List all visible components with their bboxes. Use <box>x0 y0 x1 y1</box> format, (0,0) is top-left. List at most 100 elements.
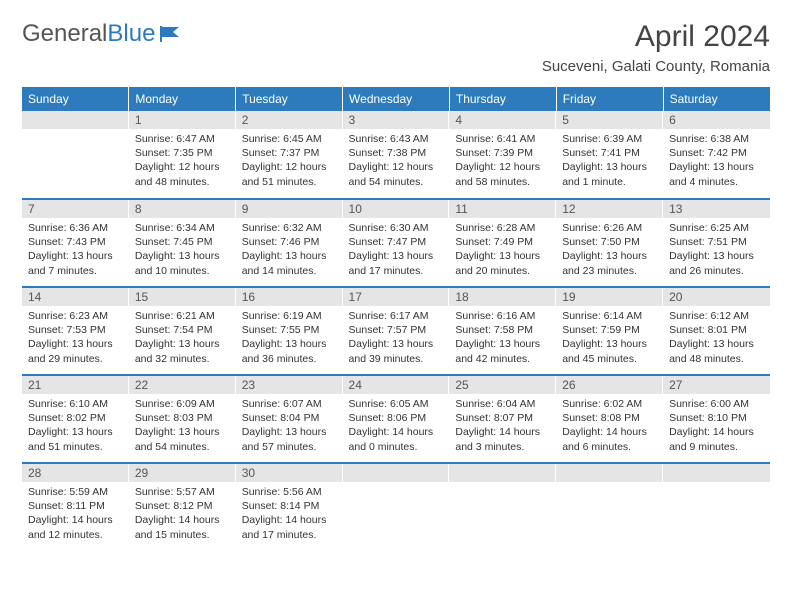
day-number: 16 <box>236 288 343 306</box>
day-line: Sunrise: 6:36 AM <box>28 221 123 235</box>
brand-word2: Blue <box>107 20 155 48</box>
day-body: Sunrise: 6:25 AMSunset: 7:51 PMDaylight:… <box>663 218 770 282</box>
day-number: 21 <box>22 376 129 394</box>
day-body <box>343 482 450 489</box>
day-line: and 54 minutes. <box>135 440 230 454</box>
day-number: 8 <box>129 200 236 218</box>
day-line: Sunset: 7:35 PM <box>135 146 230 160</box>
calendar-cell: 8Sunrise: 6:34 AMSunset: 7:45 PMDaylight… <box>129 199 236 287</box>
day-number <box>556 464 663 482</box>
day-line: Daylight: 13 hours <box>135 337 230 351</box>
day-number: 6 <box>663 111 770 129</box>
day-body: Sunrise: 6:02 AMSunset: 8:08 PMDaylight:… <box>556 394 663 458</box>
day-line: Sunrise: 6:43 AM <box>349 132 444 146</box>
calendar-cell <box>663 463 770 551</box>
day-line: Sunrise: 6:14 AM <box>562 309 657 323</box>
day-line: Daylight: 13 hours <box>669 249 764 263</box>
calendar-cell: 19Sunrise: 6:14 AMSunset: 7:59 PMDayligh… <box>556 287 663 375</box>
day-body: Sunrise: 6:39 AMSunset: 7:41 PMDaylight:… <box>556 129 663 193</box>
day-number: 26 <box>556 376 663 394</box>
calendar-cell: 17Sunrise: 6:17 AMSunset: 7:57 PMDayligh… <box>343 287 450 375</box>
day-number: 20 <box>663 288 770 306</box>
day-line: and 4 minutes. <box>669 175 764 189</box>
day-line: Sunrise: 6:28 AM <box>455 221 550 235</box>
day-body: Sunrise: 5:59 AMSunset: 8:11 PMDaylight:… <box>22 482 129 546</box>
day-number: 3 <box>343 111 450 129</box>
day-line: and 36 minutes. <box>242 352 337 366</box>
day-number: 13 <box>663 200 770 218</box>
day-line: Daylight: 12 hours <box>242 160 337 174</box>
day-number: 4 <box>449 111 556 129</box>
day-line: Sunset: 8:02 PM <box>28 411 123 425</box>
day-body: Sunrise: 6:19 AMSunset: 7:55 PMDaylight:… <box>236 306 343 370</box>
day-body: Sunrise: 6:34 AMSunset: 7:45 PMDaylight:… <box>129 218 236 282</box>
calendar-cell: 26Sunrise: 6:02 AMSunset: 8:08 PMDayligh… <box>556 375 663 463</box>
calendar-week-row: 21Sunrise: 6:10 AMSunset: 8:02 PMDayligh… <box>22 375 770 463</box>
calendar-cell: 18Sunrise: 6:16 AMSunset: 7:58 PMDayligh… <box>449 287 556 375</box>
day-line: Sunrise: 6:12 AM <box>669 309 764 323</box>
day-line: and 51 minutes. <box>28 440 123 454</box>
day-line: and 54 minutes. <box>349 175 444 189</box>
day-number: 7 <box>22 200 129 218</box>
day-line: Sunset: 7:45 PM <box>135 235 230 249</box>
day-line: and 12 minutes. <box>28 528 123 542</box>
day-line: Sunset: 7:58 PM <box>455 323 550 337</box>
calendar-cell: 30Sunrise: 5:56 AMSunset: 8:14 PMDayligh… <box>236 463 343 551</box>
calendar-cell: 27Sunrise: 6:00 AMSunset: 8:10 PMDayligh… <box>663 375 770 463</box>
day-line: and 14 minutes. <box>242 264 337 278</box>
day-line: Daylight: 13 hours <box>669 337 764 351</box>
day-line: Daylight: 13 hours <box>455 337 550 351</box>
day-line: and 7 minutes. <box>28 264 123 278</box>
calendar-week-row: 28Sunrise: 5:59 AMSunset: 8:11 PMDayligh… <box>22 463 770 551</box>
day-number: 2 <box>236 111 343 129</box>
day-body <box>556 482 663 489</box>
day-line: Sunset: 8:07 PM <box>455 411 550 425</box>
day-line: and 23 minutes. <box>562 264 657 278</box>
calendar-cell: 11Sunrise: 6:28 AMSunset: 7:49 PMDayligh… <box>449 199 556 287</box>
day-body: Sunrise: 6:05 AMSunset: 8:06 PMDaylight:… <box>343 394 450 458</box>
day-line: Daylight: 13 hours <box>562 337 657 351</box>
day-line: Sunset: 8:12 PM <box>135 499 230 513</box>
day-line: Sunset: 7:53 PM <box>28 323 123 337</box>
title-block: April 2024 Suceveni, Galati County, Roma… <box>542 20 770 75</box>
header: GeneralBlue April 2024 Suceveni, Galati … <box>22 20 770 75</box>
calendar-cell: 14Sunrise: 6:23 AMSunset: 7:53 PMDayligh… <box>22 287 129 375</box>
calendar-cell: 5Sunrise: 6:39 AMSunset: 7:41 PMDaylight… <box>556 111 663 199</box>
day-line: Daylight: 12 hours <box>455 160 550 174</box>
day-body: Sunrise: 5:57 AMSunset: 8:12 PMDaylight:… <box>129 482 236 546</box>
day-line: Sunset: 7:47 PM <box>349 235 444 249</box>
day-line: Sunset: 7:37 PM <box>242 146 337 160</box>
day-body: Sunrise: 6:43 AMSunset: 7:38 PMDaylight:… <box>343 129 450 193</box>
day-line: Daylight: 13 hours <box>242 249 337 263</box>
day-body: Sunrise: 6:17 AMSunset: 7:57 PMDaylight:… <box>343 306 450 370</box>
day-body: Sunrise: 6:10 AMSunset: 8:02 PMDaylight:… <box>22 394 129 458</box>
day-line: Sunset: 8:03 PM <box>135 411 230 425</box>
day-line: Sunrise: 6:05 AM <box>349 397 444 411</box>
day-body: Sunrise: 6:45 AMSunset: 7:37 PMDaylight:… <box>236 129 343 193</box>
day-line: Sunrise: 6:19 AM <box>242 309 337 323</box>
day-line: Sunset: 7:59 PM <box>562 323 657 337</box>
day-number: 24 <box>343 376 450 394</box>
calendar-cell: 29Sunrise: 5:57 AMSunset: 8:12 PMDayligh… <box>129 463 236 551</box>
day-line: Daylight: 13 hours <box>669 160 764 174</box>
day-body <box>22 129 129 136</box>
day-line: and 26 minutes. <box>669 264 764 278</box>
day-body: Sunrise: 6:28 AMSunset: 7:49 PMDaylight:… <box>449 218 556 282</box>
day-line: Sunrise: 6:04 AM <box>455 397 550 411</box>
day-line: Sunrise: 5:57 AM <box>135 485 230 499</box>
day-line: Sunset: 7:43 PM <box>28 235 123 249</box>
day-line: Sunset: 8:06 PM <box>349 411 444 425</box>
day-line: Sunrise: 5:56 AM <box>242 485 337 499</box>
day-line: Daylight: 14 hours <box>349 425 444 439</box>
day-line: and 29 minutes. <box>28 352 123 366</box>
day-line: Sunrise: 6:38 AM <box>669 132 764 146</box>
day-line: Daylight: 14 hours <box>242 513 337 527</box>
day-line: Sunrise: 5:59 AM <box>28 485 123 499</box>
calendar-cell: 23Sunrise: 6:07 AMSunset: 8:04 PMDayligh… <box>236 375 343 463</box>
flag-icon <box>159 24 185 44</box>
day-line: Sunrise: 6:45 AM <box>242 132 337 146</box>
day-body <box>663 482 770 489</box>
day-line: and 9 minutes. <box>669 440 764 454</box>
calendar-week-row: 14Sunrise: 6:23 AMSunset: 7:53 PMDayligh… <box>22 287 770 375</box>
day-line: Sunrise: 6:41 AM <box>455 132 550 146</box>
